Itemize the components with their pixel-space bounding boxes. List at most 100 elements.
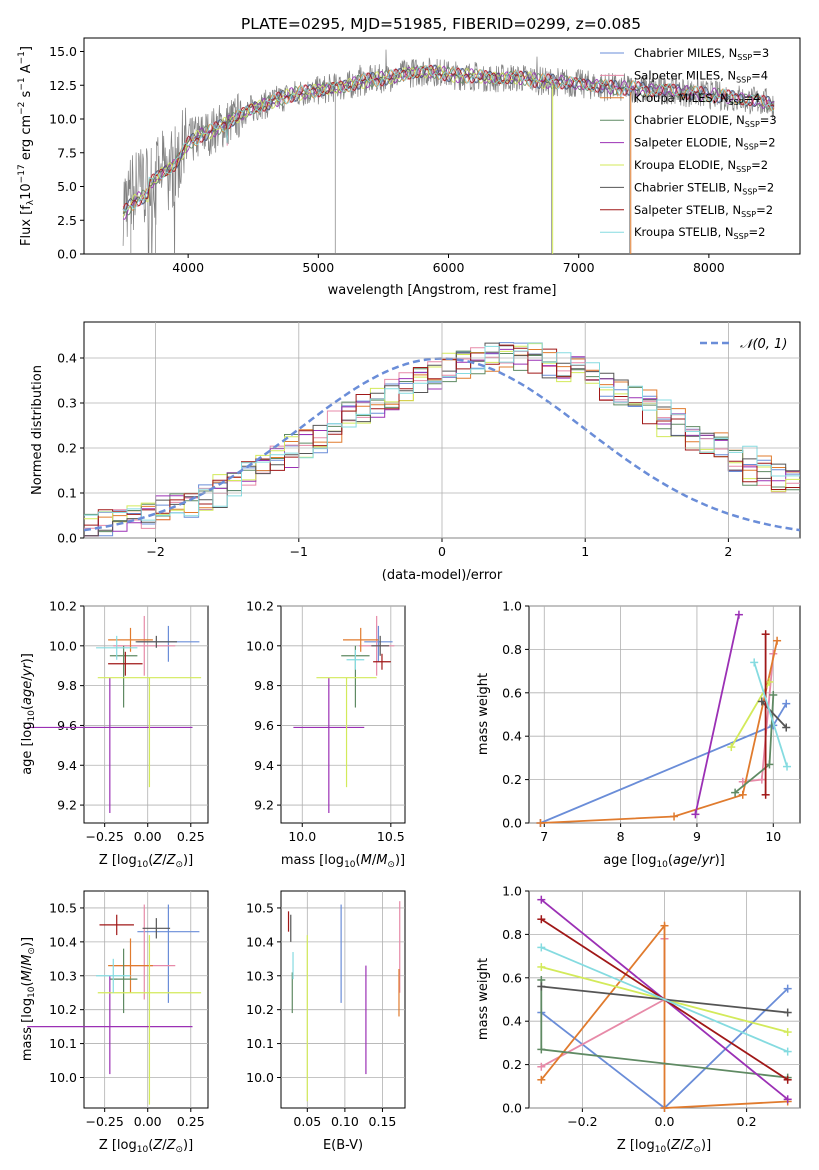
y-tick-label: 0.0 [57,247,77,262]
y-tick-label: 10.4 [246,934,274,949]
y-tick-label: 10.4 [49,934,77,949]
legend-label-salpeter_stelib: Salpeter STELIB, NSSP=2 [634,203,773,219]
age-vs-mass-panel: 10.0 10.5 9.2 9.4 9.6 9.8 10.0 10.2 mass [log10… [246,599,406,870]
weight-vs-z-ylabel: mass weight [476,958,491,1040]
y-tick-label: 1.0 [502,884,522,899]
mass-vs-ebv-axes [280,890,406,1109]
y-tick-label: 10.1 [49,1036,77,1051]
x-tick-label: −0.25 [86,1114,124,1129]
x-tick-label: 10 [765,829,781,844]
weight-vs-z-plot: −0.2 0.0 0.2 0.0 0.2 0.4 0.6 0.8 1.0 [502,884,800,1129]
x-tick-label: 10.0 [288,829,316,844]
legend-label-chabrier_miles: Chabrier MILES, NSSP=3 [634,46,769,62]
y-tick-label: 9.8 [57,678,77,693]
figure-title: PLATE=0295, MJD=51985, FIBERID=0299, z=0… [241,15,641,33]
x-tick-label: −1 [290,544,308,559]
y-tick-label: 1.0 [502,599,522,614]
weight-line-kroupa_stelib [540,946,789,1053]
y-tick-label: 0.2 [502,1057,522,1072]
y-tick-label: 2.5 [57,213,77,228]
weight-vs-age-ylabel: mass weight [476,673,491,755]
y-tick-label: 0.8 [502,642,522,657]
age-vs-z-plot: −0.25 0.00 0.25 9.2 9.4 9.6 9.8 10.0 10.2 [27,599,208,844]
age-vs-mass-plot: 10.0 10.5 9.2 9.4 9.6 9.8 10.0 10.2 [246,599,405,844]
y-tick-label: 0.2 [502,772,522,787]
weight-vs-age-plot: 7 8 9 10 0.0 0.2 0.4 0.6 0.8 1.0 [502,599,800,844]
y-tick-label: 9.4 [254,758,274,773]
x-tick-label: 8 [617,829,625,844]
y-tick-label: 10.1 [246,1036,274,1051]
weight-line-kroupa_stelib [753,662,788,767]
residual-ticks: −2 −1 0 1 2 0.0 0.1 0.2 0.3 0.4 [57,322,800,559]
spectrum-xlabel: wavelength [Angstrom, rest frame] [328,283,557,298]
gauss-legend-label: 𝒩(0, 1) [740,337,787,352]
y-tick-label: 9.6 [57,718,77,733]
legend-label-chabrier_elodie: Chabrier ELODIE, NSSP=3 [634,113,777,129]
legend-label-chabrier_stelib: Chabrier STELIB, NSSP=2 [634,180,774,196]
legend-label-kroupa_elodie: Kroupa ELODIE, NSSP=2 [634,158,768,174]
legend-label-kroupa_miles: Kroupa MILES, NSSP=4 [634,91,760,107]
x-tick-label: 10.5 [377,829,405,844]
y-tick-label: 0.2 [57,441,77,456]
model-spectrum-salpeter_stelib [122,64,775,210]
spectrum-ticks: 4000 5000 6000 7000 8000 0.0 2.5 5.0 7.5 10.0 12.5… [49,44,725,275]
y-tick-label: 0.1 [57,486,77,501]
x-tick-label: 2 [724,544,732,559]
legend-label-salpeter_elodie: Salpeter ELODIE, NSSP=2 [634,136,776,152]
x-tick-label: 0.10 [331,1114,359,1129]
weight-vs-age-xlabel: age [log10(age/yr)] [603,853,725,870]
x-tick-label: 0.25 [177,1114,205,1129]
mass-vs-ebv-plot: 0.05 0.10 0.15 10.0 10.1 10.2 10.3 10.4 10.5 [246,891,405,1129]
legend-label-salpeter_miles: Salpeter MILES, NSSP=4 [634,68,768,84]
weight-line-kroupa_miles [540,923,788,1109]
spectrum-axes [83,37,801,255]
age-vs-z-xlabel: Z [log10(Z/Z⊙)] [99,853,193,870]
legend-label-kroupa_stelib: Kroupa STELIB, NSSP=2 [634,225,765,241]
x-tick-label: 5000 [302,260,334,275]
x-tick-label: 9 [693,829,701,844]
y-tick-label: 0.3 [57,396,77,411]
y-tick-label: 9.8 [254,678,274,693]
model-spectrum-chabrier_elodie [122,65,775,216]
age-vs-z-axes [83,605,209,824]
age-vs-z-ylabel: age [log10(age/yr)] [20,653,37,775]
x-tick-label: 0.05 [293,1114,321,1129]
y-tick-label: 10.0 [49,638,77,653]
y-tick-label: 12.5 [49,78,77,93]
residual-legend: 𝒩(0, 1) [700,337,787,352]
weight-vs-z-panel: −0.2 0.0 0.2 0.0 0.2 0.4 0.6 0.8 1.0 Z [log10(Z/… [476,884,801,1155]
weight-vs-age-axes [528,605,801,824]
mass-vs-z-axes [83,890,209,1109]
x-tick-label: 0.00 [134,1114,162,1129]
x-tick-label: 0.15 [369,1114,397,1129]
residual-xlabel: (data-model)/error [382,568,503,583]
y-tick-label: 10.0 [246,638,274,653]
y-tick-label: 10.3 [49,968,77,983]
y-tick-label: 10.5 [246,900,274,915]
spectrum-plot-area [122,49,775,254]
weight-vs-z-xlabel: Z [log10(Z/Z⊙)] [617,1138,711,1155]
x-tick-label: 8000 [693,260,725,275]
y-tick-label: 0.4 [502,1014,522,1029]
x-tick-label: 0.00 [134,829,162,844]
model-spectrum-kroupa_stelib [122,65,775,212]
y-tick-label: 0.4 [57,351,77,366]
y-tick-label: 9.2 [254,798,274,813]
y-tick-label: 0.4 [502,729,522,744]
x-tick-label: 0.25 [177,829,205,844]
y-tick-label: 10.5 [49,900,77,915]
mass-vs-z-ylabel: mass [log10(M/M⊙)] [20,937,37,1061]
y-tick-label: 9.4 [57,758,77,773]
residual-panel: −2 −1 0 1 2 0.0 0.1 0.2 0.3 0.4 𝒩(0, 1) (data-mod… [30,321,801,583]
x-tick-label: 0 [438,544,446,559]
y-tick-label: 10.2 [49,599,77,614]
x-tick-label: 7 [540,829,548,844]
weight-line-salpeter_elodie [694,614,740,815]
y-tick-label: 0.0 [57,531,77,546]
x-tick-label: −2 [146,544,164,559]
x-tick-label: 6000 [433,260,465,275]
spectrum-panel: 4000 5000 6000 7000 8000 0.0 2.5 5.0 7.5 10.0 12.5… [17,37,801,298]
spectrum-lines [122,49,775,254]
x-tick-label: −0.2 [567,1114,597,1129]
